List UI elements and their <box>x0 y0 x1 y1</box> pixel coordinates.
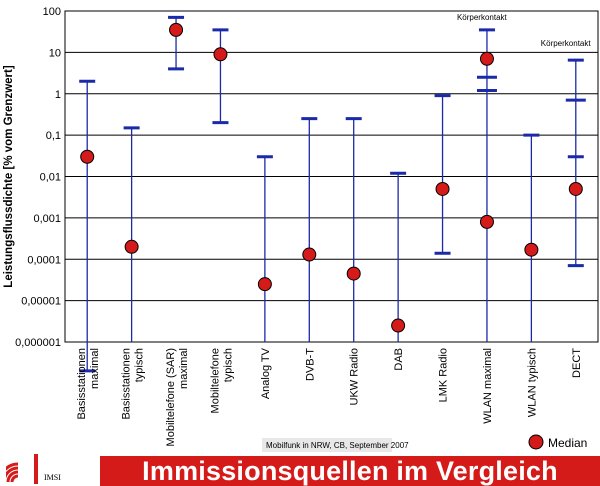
y-tick-label: 0,000001 <box>15 337 61 349</box>
y-axis-ticks: 100 10 1 0,1 0,01 0,001 0,0001 0,00001 0,000001 <box>15 6 61 349</box>
x-tick-label: Basisstationen <box>76 348 88 420</box>
y-tick-label: 0,001 <box>33 213 61 225</box>
median-marker <box>479 214 494 229</box>
x-tick-label: DAB <box>393 348 405 371</box>
y-tick-label: 100 <box>43 6 61 18</box>
median-marker <box>257 277 272 292</box>
median-marker <box>169 22 184 37</box>
annotation-koerperkontakt-1: Körperkontakt <box>457 13 508 22</box>
logo: IMSI <box>6 454 61 484</box>
median-marker <box>346 266 361 281</box>
y-tick-label: 10 <box>49 47 61 59</box>
source-note-box <box>262 438 392 452</box>
x-tick-label: Mobiltelefone (SAR) <box>165 348 177 446</box>
x-tick-label: Mobiltelefone <box>209 348 221 413</box>
y-tick-label: 0,00001 <box>21 296 61 308</box>
x-tick-label: DECT <box>571 348 583 378</box>
legend-label: Median <box>548 436 587 450</box>
x-axis-labels: Basisstationen maximal Basisstationen typis… <box>76 347 583 446</box>
x-tick-label: LMK Radio <box>438 348 450 402</box>
median-marker <box>479 51 494 66</box>
annotation-koerperkontakt-2: Körperkontakt <box>541 39 592 48</box>
y-tick-label: 0,0001 <box>27 254 61 266</box>
source-note: Mobilfunk in NRW, CB, September 2007 <box>266 441 409 450</box>
x-tick-label: maximal <box>178 348 190 389</box>
y-tick-label: 0,1 <box>46 130 61 142</box>
signal-waves-icon <box>6 462 19 483</box>
median-marker <box>568 181 583 196</box>
series <box>79 15 586 373</box>
x-tick-label: WLAN typisch <box>526 348 538 417</box>
y-tick-label: 0,01 <box>40 172 61 184</box>
median-marker <box>80 149 95 164</box>
logo-bar <box>34 454 38 484</box>
median-marker <box>302 247 317 262</box>
y-axis-title: Leistungsflussdichte [% vom Grenzwert] <box>3 65 15 288</box>
x-tick-label: Basisstationen <box>121 348 133 420</box>
x-tick-label: WLAN maximal <box>482 348 494 424</box>
median-marker <box>435 181 450 196</box>
x-tick-label: typisch <box>134 348 146 382</box>
x-tick-label: UKW Radio <box>349 348 361 405</box>
x-tick-label: Analog TV <box>260 347 272 399</box>
x-tick-label: DVB-T <box>304 348 316 381</box>
legend-marker <box>528 434 544 450</box>
median-marker <box>524 242 539 257</box>
median-marker <box>124 239 139 254</box>
x-tick-label: typisch <box>222 348 234 382</box>
logo-text: IMSI <box>44 473 61 482</box>
median-marker <box>213 47 228 62</box>
median-marker <box>391 318 406 333</box>
x-tick-label: maximal <box>89 348 101 389</box>
legend: Median <box>528 434 587 450</box>
y-tick-label: 1 <box>55 89 61 101</box>
banner-title: Immissionsquellen im Vergleich <box>100 456 600 486</box>
plot-frame <box>64 10 599 343</box>
